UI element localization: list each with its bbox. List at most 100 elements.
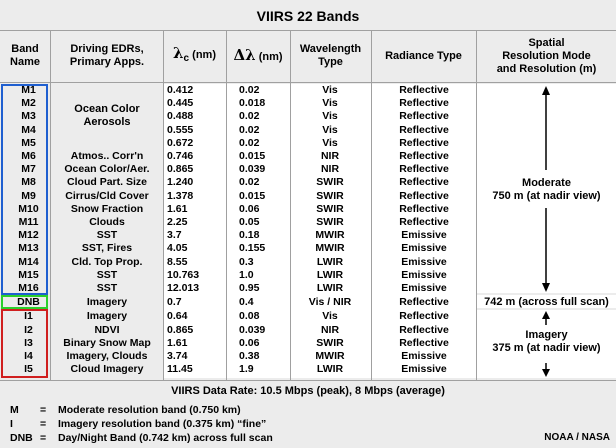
band-wavelength-type: LWIR xyxy=(316,268,344,281)
band-edr: Atmos.. Corr'n xyxy=(70,150,144,162)
page-title: VIIRS 22 Bands xyxy=(256,8,360,24)
band-dlambda: 0.155 xyxy=(239,242,266,255)
moderate-resolution-label: Moderate 750 m (at nadir view) xyxy=(492,177,601,202)
band-wavelength-type: Vis xyxy=(322,310,338,323)
band-lambda-c: 1.240 xyxy=(167,176,194,189)
band-lambda-c: 1.61 xyxy=(167,336,188,349)
band-radiance-type: Emissive xyxy=(401,363,447,376)
band-name: M13 xyxy=(18,242,39,255)
band-wavelength-type: SWIR xyxy=(316,176,344,189)
band-edr: SST xyxy=(96,268,118,281)
dnb-band-box xyxy=(1,295,48,309)
band-edr: Binary Snow Map xyxy=(63,336,151,349)
band-radiance-type: Emissive xyxy=(401,282,447,294)
col-divider-1 xyxy=(50,30,51,380)
band-radiance-type: Emissive xyxy=(401,229,447,242)
white-cell-res-dnb xyxy=(477,295,616,308)
band-edr: Cirrus/Cld Cover xyxy=(65,189,149,202)
band-wavelength-type: LWIR xyxy=(316,282,344,294)
band-lambda-c: 0.865 xyxy=(167,163,194,176)
header-band: Band Name xyxy=(10,43,40,68)
col-divider-6 xyxy=(476,30,477,380)
band-lambda-c: 11.45 xyxy=(167,363,193,376)
header-radiance: Radiance Type xyxy=(385,49,462,62)
band-lambda-c: 0.746 xyxy=(167,150,194,162)
band-lambda-c: 0.865 xyxy=(167,323,194,336)
band-dlambda: 0.38 xyxy=(239,350,260,362)
band-lambda-c: 12.013 xyxy=(167,282,200,294)
band-edr: Ocean Color/Aer. xyxy=(64,163,150,176)
band-edr: Imagery xyxy=(86,296,128,309)
table-row: M5 0.672 0.02 Vis Reflective xyxy=(0,137,476,150)
white-cell-lambda xyxy=(164,84,226,378)
band-name: M4 xyxy=(21,123,36,136)
header-wavelength: Wavelength Type xyxy=(299,43,362,68)
band-edr xyxy=(51,137,163,150)
band-lambda-c: 0.488 xyxy=(167,110,194,123)
band-lambda-c: 0.445 xyxy=(167,97,194,110)
table-row: I2 NDVI 0.865 0.039 NIR Reflective xyxy=(0,324,476,337)
band-dlambda: 0.039 xyxy=(239,163,266,176)
band-edr: SST xyxy=(96,229,118,242)
band-wavelength-type: Vis / NIR xyxy=(308,296,352,309)
band-edr xyxy=(51,84,163,97)
band-dlambda: 0.18 xyxy=(239,229,260,242)
band-dlambda: 0.02 xyxy=(239,110,260,123)
header-edr: Driving EDRs, Primary Apps. xyxy=(69,43,145,68)
band-dlambda: 0.95 xyxy=(239,282,260,294)
band-wavelength-type: SWIR xyxy=(316,189,344,202)
band-edr: SST, Fires xyxy=(81,242,133,255)
table-row: I4 Imagery, Clouds 3.74 0.38 MWIR Emissive xyxy=(0,350,476,363)
header-dlambda: Δλ (nm) xyxy=(233,45,283,64)
col-divider-4 xyxy=(290,30,291,380)
band-name: M3 xyxy=(21,110,36,123)
band-dlambda: 0.4 xyxy=(239,296,254,309)
table-row: M1 0.412 0.02 Vis Reflective xyxy=(0,84,476,97)
table-row: M4 0.555 0.02 Vis Reflective xyxy=(0,124,476,137)
band-name: M10 xyxy=(18,202,39,215)
band-dlambda: 0.018 xyxy=(239,97,266,110)
imagery-resolution-label: Imagery 375 m (at nadir view) xyxy=(492,329,601,354)
band-wavelength-type: Vis xyxy=(322,97,338,110)
band-dlambda: 0.039 xyxy=(239,323,266,336)
band-radiance-type: Reflective xyxy=(399,336,449,349)
band-name: M9 xyxy=(21,189,36,202)
table-row: M15 SST 10.763 1.0 LWIR Emissive xyxy=(0,269,476,282)
band-wavelength-type: MWIR xyxy=(315,242,345,255)
band-wavelength-type: NIR xyxy=(320,323,340,336)
legend-i: I = Imagery resolution band (0.375 km) “fi… xyxy=(10,418,267,430)
band-edr: SST xyxy=(96,282,118,294)
header-resolution: Spatial Resolution Mode and Resolution (m) xyxy=(496,36,597,75)
band-radiance-type: Emissive xyxy=(401,242,447,255)
legend-m: M = Moderate resolution band (0.750 km) xyxy=(10,404,241,416)
band-radiance-type: Emissive xyxy=(401,350,447,362)
band-radiance-type: Reflective xyxy=(399,323,449,336)
band-dlambda: 0.05 xyxy=(239,216,260,228)
band-dlambda: 0.06 xyxy=(239,202,260,215)
band-wavelength-type: MWIR xyxy=(315,229,345,242)
band-name: M15 xyxy=(18,268,39,281)
moderate-band-box xyxy=(1,84,48,295)
table-row: M6 Atmos.. Corr'n 0.746 0.015 NIR Reflective xyxy=(0,150,476,163)
band-edr: Imagery, Clouds xyxy=(66,350,148,362)
band-name: DNB xyxy=(17,296,40,309)
col-divider-3 xyxy=(226,30,227,380)
band-radiance-type: Reflective xyxy=(399,216,449,228)
band-wavelength-type: Vis xyxy=(322,110,338,123)
band-name: I3 xyxy=(24,336,33,349)
band-name: M12 xyxy=(18,229,39,242)
rule-header xyxy=(0,82,616,83)
band-dlambda: 0.02 xyxy=(239,136,260,149)
band-name: M1 xyxy=(21,84,36,96)
header-lambda-c: λc (nm) xyxy=(173,44,216,65)
band-edr: Clouds xyxy=(89,216,125,228)
band-radiance-type: Reflective xyxy=(399,97,449,110)
band-name: M8 xyxy=(21,176,36,189)
moderate-range-arrow xyxy=(542,86,550,292)
credit: NOAA / NASA xyxy=(544,432,610,443)
band-name: M16 xyxy=(18,282,39,294)
table-row: M2 0.445 0.018 Vis Reflective xyxy=(0,97,476,110)
band-edr: Snow Fraction xyxy=(70,202,144,215)
band-radiance-type: Reflective xyxy=(399,189,449,202)
band-wavelength-type: SWIR xyxy=(316,216,344,228)
